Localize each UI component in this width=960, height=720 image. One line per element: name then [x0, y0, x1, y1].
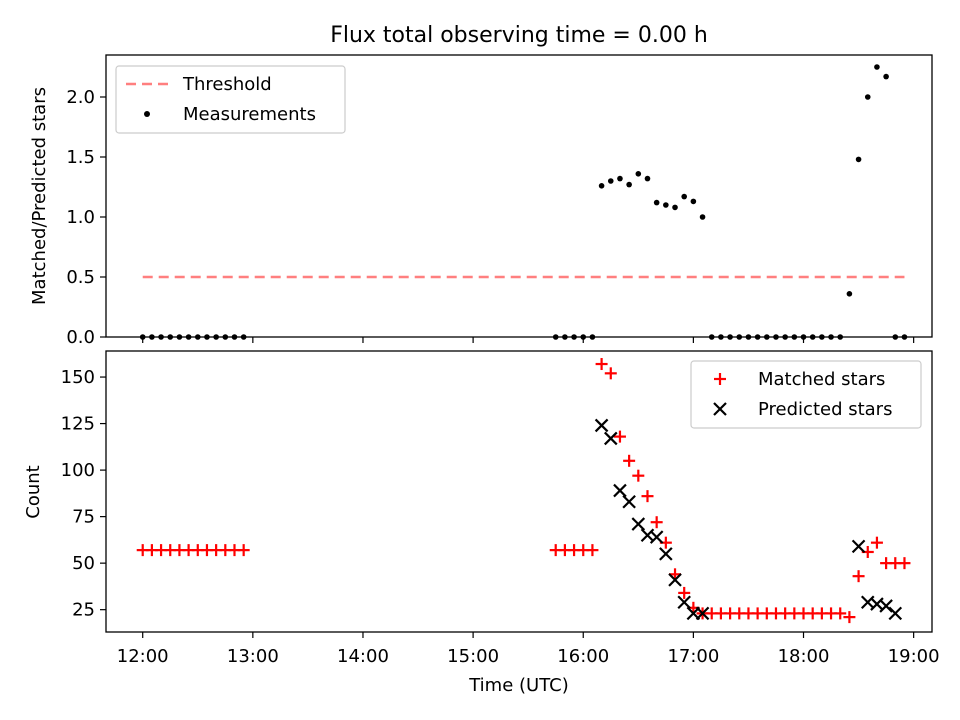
top-y-tick-label: 1.0 — [66, 207, 95, 228]
matched-star-point — [613, 430, 626, 443]
legend-predicted-swatch — [713, 402, 727, 416]
x-tick-label: 13:00 — [227, 646, 279, 667]
x-tick-label: 16:00 — [557, 646, 609, 667]
legend-matched-marker — [714, 373, 726, 385]
measurement-point — [699, 214, 706, 220]
legend-measurements-label: Measurements — [183, 104, 316, 125]
matched-star-point — [632, 469, 645, 482]
matched-star-point — [623, 454, 636, 467]
legend-measurements-swatch — [144, 111, 150, 117]
bottom-y-tick-label: 150 — [61, 367, 95, 388]
measurement-point — [681, 193, 687, 200]
measurement-point — [846, 291, 853, 297]
bottom-y-tick-label: 125 — [61, 414, 95, 435]
chart-title: Flux total observing time = 0.00 h — [330, 23, 708, 48]
bottom-panel: 25 50 75 100 125 150 12:00 13:00 14:00 15:00 16:0… — [23, 350, 940, 696]
measurement-point — [598, 183, 605, 189]
bottom-plot-frame — [105, 350, 933, 633]
predicted-star-point — [659, 547, 673, 561]
matched-star-point — [870, 536, 883, 549]
predicted-star-point — [649, 530, 664, 544]
measurement-point — [672, 204, 678, 211]
top-y-tick-label: 0.5 — [66, 267, 95, 288]
predicted-star-point — [594, 418, 609, 433]
predicted-star-point — [888, 606, 903, 621]
matched-star-point — [641, 490, 654, 503]
measurement-point — [617, 175, 623, 182]
bottom-y-tick-label: 100 — [61, 460, 95, 481]
measurement-point — [864, 94, 871, 100]
matched-star-point — [843, 611, 856, 624]
matched-star-point — [834, 607, 847, 620]
measurement-point — [855, 156, 862, 163]
measurement-point — [607, 178, 614, 184]
predicted-star-point — [613, 483, 627, 498]
x-tick-label: 17:00 — [667, 646, 719, 667]
measurement-point — [883, 73, 889, 80]
top-y-tick-label: 2.0 — [66, 87, 95, 108]
legend-threshold-label: Threshold — [182, 74, 272, 95]
predicted-star-point — [879, 599, 893, 613]
x-tick-label: 12:00 — [117, 646, 169, 667]
x-tick-label: 19:00 — [888, 646, 940, 667]
top-legend: Threshold Measurements — [115, 65, 346, 134]
x-tick-label: 14:00 — [337, 646, 389, 667]
matched-star-point — [650, 516, 663, 529]
matched-star-point — [852, 570, 865, 583]
bottom-y-tick-label: 50 — [72, 553, 95, 574]
predicted-star-point — [603, 431, 618, 446]
top-y-tick-label: 1.5 — [66, 147, 95, 168]
predicted-star-point — [622, 494, 636, 509]
matched-star-point — [669, 568, 682, 581]
x-tick-label: 15:00 — [447, 646, 499, 667]
legend-matched-swatch — [714, 373, 726, 385]
bottom-y-tick-label: 75 — [72, 507, 95, 528]
top-y-tick-label: 0.0 — [66, 327, 95, 348]
measurement-point — [653, 199, 660, 206]
predicted-star-point — [851, 539, 866, 554]
matched-star-point — [595, 358, 608, 371]
matched-star-point — [678, 586, 691, 599]
x-axis-label: Time (UTC) — [468, 675, 569, 696]
top-plot-frame — [105, 54, 933, 338]
top-legend-box — [115, 65, 346, 134]
bottom-legend-box — [690, 360, 922, 429]
measurement-point — [635, 171, 642, 177]
measurement-point — [626, 181, 632, 188]
predicted-star-point — [668, 573, 682, 587]
predicted-star-point — [631, 517, 646, 531]
legend-matched-label: Matched stars — [758, 369, 885, 390]
matched-star-point — [237, 544, 250, 557]
measurement-point — [690, 198, 697, 205]
top-y-axis-label: Matched/Predicted stars — [29, 87, 50, 305]
bottom-legend: Matched stars Predicted stars — [690, 360, 922, 429]
legend-predicted-marker — [713, 402, 727, 416]
matched-star-point — [604, 367, 617, 380]
matched-star-point — [898, 557, 911, 570]
top-panel: 0.00.51.01.52.0 Matched/Predicted stars … — [29, 54, 933, 348]
measurement-point — [663, 202, 669, 208]
measurement-point — [874, 64, 880, 70]
bottom-y-tick-label: 25 — [72, 600, 95, 621]
predicted-star-point — [695, 606, 710, 621]
legend-predicted-label: Predicted stars — [758, 399, 892, 420]
predicted-star-point — [677, 595, 691, 610]
x-tick-label: 18:00 — [778, 646, 830, 667]
measurement-point — [644, 175, 651, 182]
bottom-y-axis-label: Count — [23, 465, 44, 518]
matched-star-point — [586, 544, 599, 557]
